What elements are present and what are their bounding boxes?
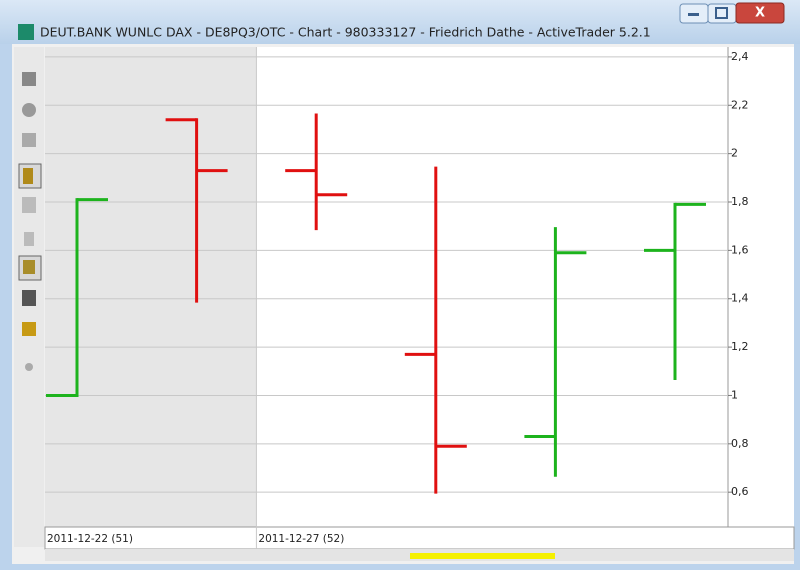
y-tick-label: 0,6: [731, 485, 749, 498]
y-tick-label: 1,6: [731, 243, 749, 256]
minimize-icon: [688, 13, 699, 16]
week-shade: [45, 47, 256, 527]
y-tick-label: 0,8: [731, 437, 749, 450]
y-tick-label: 2: [731, 147, 738, 160]
scroll-thumb[interactable]: [410, 553, 555, 559]
y-tick-label: 1,2: [731, 340, 749, 353]
y-tick-label: 1: [731, 388, 738, 401]
window-title: DEUT.BANK WUNLC DAX - DE8PQ3/OTC - Chart…: [40, 25, 651, 40]
x-tick-label: 2011-12-27 (52): [258, 533, 344, 545]
maximize-icon: [715, 7, 728, 19]
x-axis-area: [44, 526, 795, 550]
close-button[interactable]: [735, 2, 785, 24]
app-icon: [18, 24, 34, 40]
maximize-button[interactable]: [707, 3, 737, 24]
y-tick-label: 1,8: [731, 195, 749, 208]
title-bar: [0, 0, 800, 44]
y-tick-label: 1,4: [731, 292, 749, 305]
y-axis-area: [728, 47, 794, 527]
close-icon: X: [755, 6, 765, 21]
y-tick-label: 2,4: [731, 50, 749, 63]
toolbar-icons: [18, 72, 42, 371]
x-tick-label: 2011-12-22 (51): [47, 533, 133, 545]
y-tick-label: 2,2: [731, 98, 749, 111]
